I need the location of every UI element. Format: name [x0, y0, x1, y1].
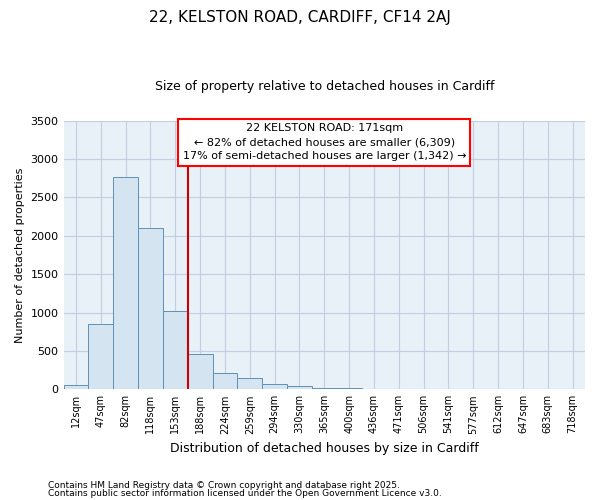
Title: Size of property relative to detached houses in Cardiff: Size of property relative to detached ho…	[155, 80, 494, 93]
Text: 22 KELSTON ROAD: 171sqm
← 82% of detached houses are smaller (6,309)
17% of semi: 22 KELSTON ROAD: 171sqm ← 82% of detache…	[182, 123, 466, 161]
Text: Contains public sector information licensed under the Open Government Licence v3: Contains public sector information licen…	[48, 488, 442, 498]
Bar	[337, 388, 362, 390]
Bar	[212, 373, 238, 390]
Bar	[163, 310, 188, 390]
X-axis label: Distribution of detached houses by size in Cardiff: Distribution of detached houses by size …	[170, 442, 479, 455]
Text: Contains HM Land Registry data © Crown copyright and database right 2025.: Contains HM Land Registry data © Crown c…	[48, 481, 400, 490]
Bar	[312, 388, 337, 390]
Bar	[64, 386, 88, 390]
Bar	[113, 178, 138, 390]
Bar	[238, 378, 262, 390]
Bar	[138, 228, 163, 390]
Bar	[188, 354, 212, 390]
Text: 22, KELSTON ROAD, CARDIFF, CF14 2AJ: 22, KELSTON ROAD, CARDIFF, CF14 2AJ	[149, 10, 451, 25]
Bar	[287, 386, 312, 390]
Bar	[262, 384, 287, 390]
Y-axis label: Number of detached properties: Number of detached properties	[15, 167, 25, 342]
Bar	[88, 324, 113, 390]
